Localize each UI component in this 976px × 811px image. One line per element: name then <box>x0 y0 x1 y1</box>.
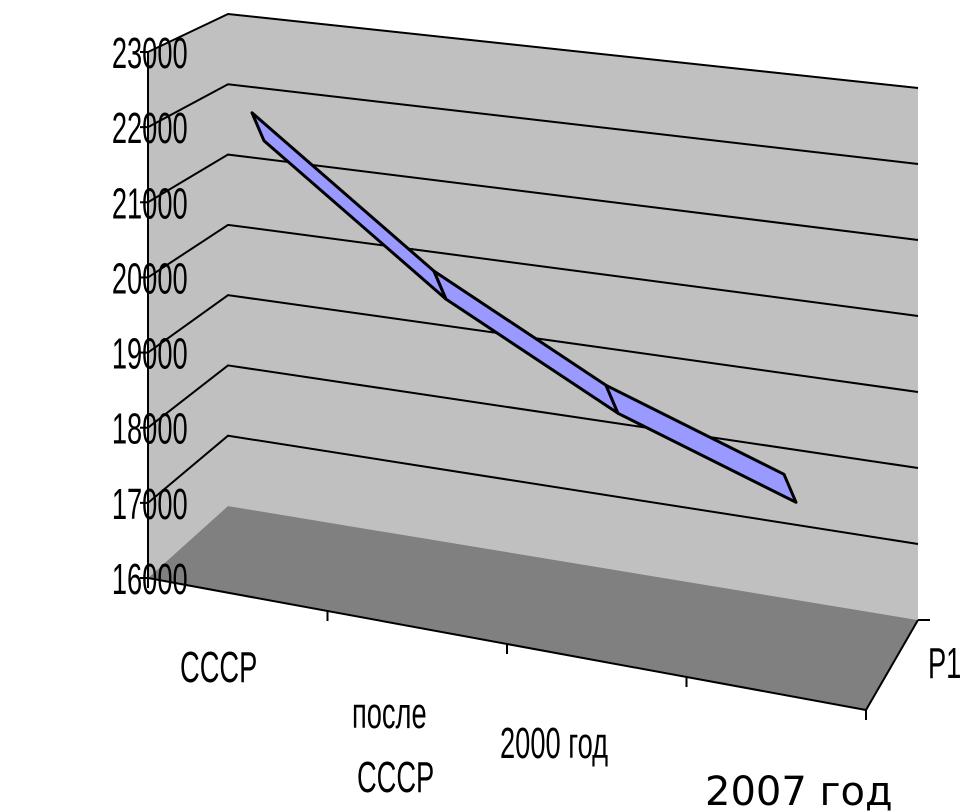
series-segment <box>604 383 798 504</box>
x-tick-label-line: СССР <box>357 752 434 801</box>
y-tick-label: 20000 <box>112 254 188 303</box>
floor <box>148 506 918 710</box>
series-ribbon <box>250 111 798 504</box>
y-tick-label: 17000 <box>112 479 188 528</box>
y-tick-label: 16000 <box>112 554 188 603</box>
y-tick-label: 18000 <box>112 404 188 453</box>
y-tick-label: 22000 <box>112 103 188 152</box>
gridline <box>147 223 919 317</box>
gridline <box>147 12 919 89</box>
depth-axis-line <box>865 619 919 711</box>
x-tick-label: 2007 год <box>705 769 893 811</box>
x-tick-label: СССР <box>180 642 257 691</box>
x-axis-ticks <box>147 578 930 720</box>
y-tick-label: 21000 <box>112 179 188 228</box>
side-wall <box>148 14 228 578</box>
x-tick-label-line: после <box>352 688 427 737</box>
y-tick-label: 23000 <box>112 28 188 77</box>
gridline <box>147 153 919 241</box>
x-tick-label: после СССР <box>352 688 434 801</box>
gridline <box>147 294 919 393</box>
gridline <box>147 434 919 545</box>
y-axis-ticks: 16000 17000 18000 19000 20000 21000 22000 23000 <box>112 28 188 603</box>
gridline <box>147 83 919 165</box>
series-label: Р1 <box>928 638 961 687</box>
y-tick-label: 19000 <box>112 329 188 378</box>
x-tick-label: 2000 год <box>500 718 608 767</box>
